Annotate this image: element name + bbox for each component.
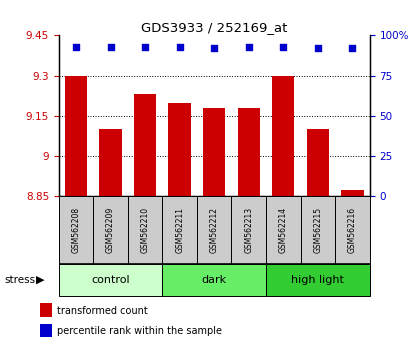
Bar xyxy=(341,190,364,196)
Bar xyxy=(40,303,52,317)
Point xyxy=(349,45,356,51)
Text: GSM562215: GSM562215 xyxy=(313,207,322,253)
Bar xyxy=(272,76,294,196)
Bar xyxy=(163,264,266,296)
Point xyxy=(211,45,218,51)
Text: GSM562210: GSM562210 xyxy=(141,207,150,253)
Text: GSM562208: GSM562208 xyxy=(71,207,81,253)
Bar xyxy=(128,196,163,264)
Point xyxy=(245,44,252,50)
Bar xyxy=(266,196,301,264)
Point xyxy=(176,44,183,50)
Text: transformed count: transformed count xyxy=(57,306,147,316)
Text: control: control xyxy=(91,275,130,285)
Text: GSM562209: GSM562209 xyxy=(106,207,115,253)
Text: GSM562211: GSM562211 xyxy=(175,207,184,253)
Bar xyxy=(238,108,260,196)
Bar xyxy=(301,196,335,264)
Text: high light: high light xyxy=(291,275,344,285)
Point xyxy=(107,44,114,50)
Bar xyxy=(65,76,87,196)
Bar xyxy=(40,324,52,337)
Title: GDS3933 / 252169_at: GDS3933 / 252169_at xyxy=(141,21,287,34)
Bar xyxy=(231,196,266,264)
Text: dark: dark xyxy=(202,275,227,285)
Point xyxy=(280,44,286,50)
Text: ▶: ▶ xyxy=(36,275,44,285)
Bar xyxy=(203,108,226,196)
Bar xyxy=(168,103,191,196)
Text: stress: stress xyxy=(4,275,35,285)
Text: GSM562214: GSM562214 xyxy=(279,207,288,253)
Point xyxy=(142,44,149,50)
Bar xyxy=(335,196,370,264)
Text: GSM562216: GSM562216 xyxy=(348,207,357,253)
Bar xyxy=(59,264,163,296)
Bar xyxy=(100,129,122,196)
Bar xyxy=(134,95,156,196)
Text: GSM562212: GSM562212 xyxy=(210,207,219,253)
Bar xyxy=(93,196,128,264)
Point xyxy=(73,44,79,50)
Text: percentile rank within the sample: percentile rank within the sample xyxy=(57,326,222,336)
Bar xyxy=(59,196,93,264)
Bar xyxy=(307,129,329,196)
Bar xyxy=(266,264,370,296)
Point xyxy=(315,45,321,51)
Text: GSM562213: GSM562213 xyxy=(244,207,253,253)
Bar xyxy=(197,196,231,264)
Bar xyxy=(163,196,197,264)
